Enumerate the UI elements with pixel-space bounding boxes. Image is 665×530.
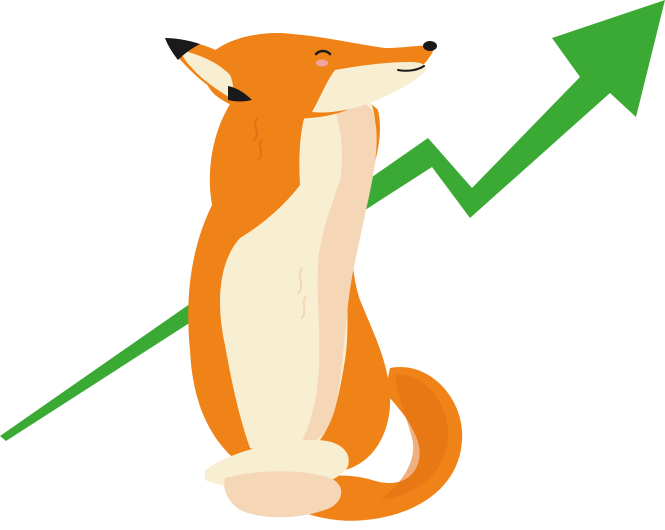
fox-nose: [423, 41, 437, 51]
fox-ear-inner: [180, 50, 233, 98]
fox-ear-back-tip: [228, 86, 252, 102]
fox-fur-detail: [253, 117, 263, 161]
fox-chest-detail: [297, 267, 307, 319]
fox-chest-fur-peach: [300, 94, 377, 445]
fox-muzzle: [312, 62, 426, 113]
fox-tail-shadow: [380, 374, 449, 500]
fox-head: [203, 33, 435, 119]
fox-ear-tip: [165, 38, 200, 60]
fox-mouth: [397, 65, 425, 72]
fox-eye: [314, 49, 332, 56]
fox-cheek-blush: [316, 59, 328, 67]
fox-tail-tip: [224, 471, 342, 518]
fox-icon: [165, 33, 463, 521]
